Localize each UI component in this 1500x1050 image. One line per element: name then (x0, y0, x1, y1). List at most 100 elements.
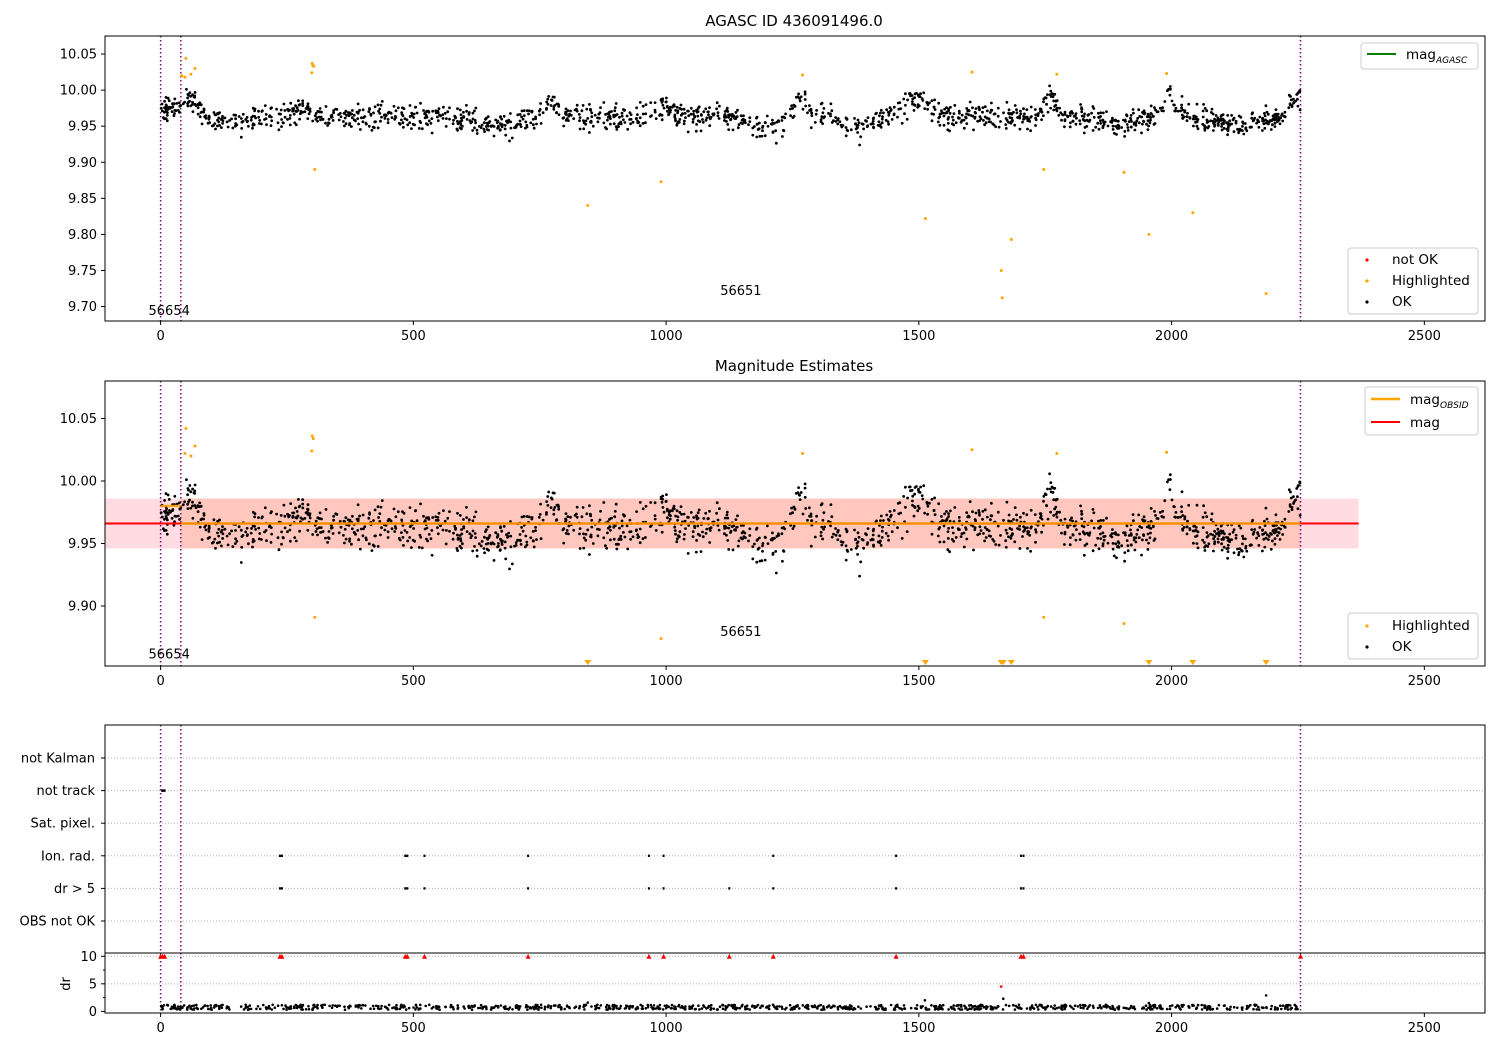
ok-point (704, 107, 708, 111)
ok-point (1298, 480, 1302, 484)
ok-point (380, 526, 383, 530)
flag-point (1019, 887, 1022, 890)
dr-point (903, 1007, 907, 1010)
dr-point (939, 1005, 943, 1008)
ok-point (932, 508, 936, 512)
ok-point (191, 100, 194, 104)
ok-point (1130, 120, 1133, 123)
ok-point (653, 501, 657, 505)
ok-point (1213, 117, 1216, 121)
ok-point (1263, 519, 1266, 523)
ok-point (1049, 89, 1053, 93)
ok-point (398, 538, 402, 542)
ok-point (856, 553, 859, 556)
ok-point (1147, 541, 1150, 545)
ok-point (315, 116, 319, 120)
highlighted-point (189, 72, 193, 76)
ok-point (617, 538, 621, 541)
panel2-title: Magnitude Estimates (715, 357, 873, 375)
ok-point (1221, 529, 1225, 533)
dr-point (618, 1007, 622, 1010)
ok-point (871, 117, 875, 121)
dr-point (1273, 1008, 1277, 1011)
ok-point (1249, 125, 1253, 129)
dr-point (688, 1007, 691, 1010)
ok-point (505, 119, 508, 123)
ok-point (1156, 517, 1160, 520)
ok-point (731, 548, 735, 552)
ok-point (1018, 127, 1022, 131)
ok-point (715, 101, 719, 105)
dr-point (1245, 1004, 1249, 1008)
ok-point (1263, 112, 1266, 115)
ok-point (566, 515, 570, 519)
ok-point (1182, 115, 1186, 119)
ok-point (482, 535, 486, 539)
legend-mag-obsid: magOBSID (1410, 392, 1469, 411)
ok-point (701, 118, 704, 121)
ok-point (1296, 507, 1300, 511)
ok-point (257, 526, 261, 530)
dr-point (307, 1004, 310, 1008)
ok-point (509, 112, 512, 115)
ok-point (1061, 113, 1064, 116)
ok-point (342, 111, 346, 115)
ok-point (575, 107, 578, 111)
ok-point (949, 105, 952, 109)
ok-point (1111, 124, 1115, 128)
ok-point (838, 534, 842, 538)
ok-point (997, 125, 1001, 129)
ok-point (937, 502, 941, 506)
ok-point (1180, 103, 1183, 107)
ok-point (456, 536, 460, 540)
ok-point (181, 102, 185, 106)
highlighted-point (1165, 450, 1169, 454)
ok-point (1209, 119, 1213, 123)
ok-point (808, 104, 811, 107)
ok-point (696, 119, 700, 123)
legend-highlighted: Highlighted (1392, 273, 1470, 289)
ok-point (216, 531, 219, 535)
ok-point (311, 119, 315, 123)
ok-point (662, 510, 666, 514)
ok-point (436, 532, 440, 536)
ok-point (619, 122, 623, 126)
ok-point (917, 104, 921, 108)
ok-point (356, 519, 360, 523)
ok-point (691, 530, 695, 534)
dr-point (604, 1005, 608, 1009)
ok-point (470, 534, 474, 538)
ok-point (1230, 122, 1233, 126)
ok-point (631, 535, 635, 539)
ok-point (1048, 472, 1051, 476)
ok-point (974, 111, 977, 115)
ok-point (186, 96, 190, 100)
ok-point (342, 120, 345, 123)
panel2-frame (104, 380, 1486, 667)
dr-point (1293, 1003, 1296, 1007)
ok-point (823, 525, 826, 529)
ok-point (1137, 513, 1141, 517)
ok-point (257, 537, 261, 541)
panel2-data (105, 381, 1359, 666)
ok-point (516, 538, 520, 542)
ok-point (231, 545, 235, 548)
ok-point (376, 505, 380, 509)
ok-point (964, 528, 968, 531)
dr-point (1007, 1004, 1011, 1008)
dr-point (282, 1007, 285, 1011)
ok-point (1023, 526, 1027, 530)
ok-point (968, 100, 972, 104)
ok-point (514, 544, 518, 547)
ok-point (1205, 531, 1209, 534)
ok-point (185, 478, 188, 481)
highlighted-point (1042, 615, 1046, 619)
dr-point (312, 1003, 316, 1007)
ok-point (470, 120, 474, 124)
ok-point (441, 117, 445, 120)
ok-point (937, 101, 941, 105)
ok-point (804, 507, 808, 510)
ok-point (1172, 103, 1176, 107)
ok-point (695, 123, 698, 126)
